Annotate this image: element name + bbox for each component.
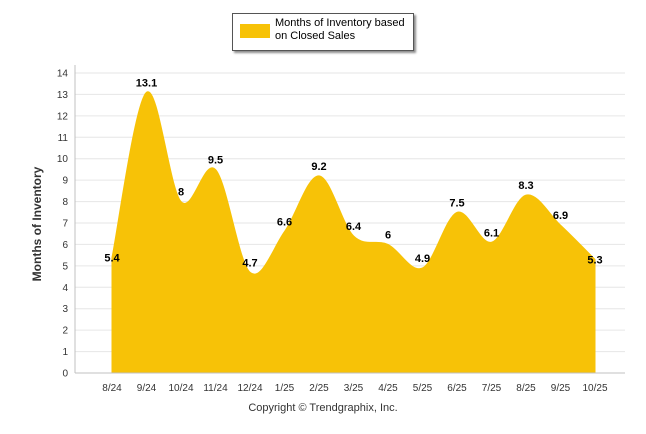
x-tick-label: 3/25 [344, 383, 364, 394]
data-label: 6.9 [553, 210, 568, 222]
data-label: 4.9 [415, 253, 430, 265]
x-tick-label: 10/25 [582, 383, 607, 394]
copyright-text: Copyright © Trendgraphix, Inc. [248, 402, 398, 414]
data-label: 9.2 [311, 161, 326, 173]
data-label: 7.5 [449, 197, 464, 209]
x-tick-label: 11/24 [203, 383, 228, 394]
data-label: 9.5 [208, 154, 223, 166]
area-series [111, 91, 596, 374]
x-tick-labels: 8/24 9/24 10/24 11/24 12/24 1/25 2/25 3/25 4/25 5… [102, 383, 608, 394]
x-tick-label: 6/25 [447, 383, 467, 394]
y-tick-label: 7 [62, 219, 68, 230]
legend-label: Months of Inventory based on Closed Sale… [275, 17, 405, 42]
y-tick-label: 10 [57, 154, 69, 165]
x-tick-label: 5/25 [413, 383, 433, 394]
area-fill [111, 91, 596, 374]
y-tick-label: 8 [62, 197, 68, 208]
y-tick-label: 4 [62, 283, 68, 294]
y-tick-label: 9 [62, 176, 68, 187]
x-tick-label: 7/25 [482, 383, 502, 394]
y-tick-label: 3 [62, 304, 68, 315]
x-tick-label: 8/25 [516, 383, 536, 394]
data-label: 6.6 [277, 217, 292, 229]
x-tick-label: 8/24 [102, 383, 122, 394]
y-tick-label: 1 [62, 347, 68, 358]
data-label: 5.3 [587, 254, 602, 266]
y-tick-label: 12 [57, 111, 69, 122]
y-axis-label: Months of Inventory [30, 166, 44, 282]
x-tick-label: 9/25 [551, 383, 571, 394]
data-labels: 5.4 13.1 8 9.5 4.7 6.6 9.2 6.4 6 4.9 7.5 6.1 8.3 6.9 5… [104, 77, 602, 269]
y-tick-label: 11 [58, 133, 69, 144]
x-tick-label: 4/25 [378, 383, 398, 394]
x-tick-label: 9/24 [137, 383, 157, 394]
x-tick-label: 12/24 [237, 383, 262, 394]
data-label: 13.1 [136, 77, 157, 89]
data-label: 4.7 [242, 257, 257, 269]
data-label: 5.4 [104, 252, 120, 264]
axes [74, 65, 625, 374]
y-tick-label: 14 [57, 69, 69, 80]
data-label: 6.4 [346, 221, 362, 233]
legend: Months of Inventory based on Closed Sale… [232, 13, 414, 51]
x-tick-label: 10/24 [168, 383, 193, 394]
y-tick-label: 5 [62, 261, 68, 272]
data-label: 6 [385, 229, 391, 241]
y-tick-label: 6 [62, 240, 68, 251]
x-tick-label: 2/25 [309, 383, 329, 394]
y-tick-label: 0 [62, 369, 68, 380]
y-tick-label: 13 [57, 90, 69, 101]
x-tick-label: 1/25 [275, 383, 295, 394]
data-label: 8 [178, 187, 184, 199]
data-label: 6.1 [484, 227, 499, 239]
legend-swatch [240, 24, 270, 38]
data-label: 8.3 [518, 180, 533, 192]
y-tick-label: 2 [62, 326, 68, 337]
